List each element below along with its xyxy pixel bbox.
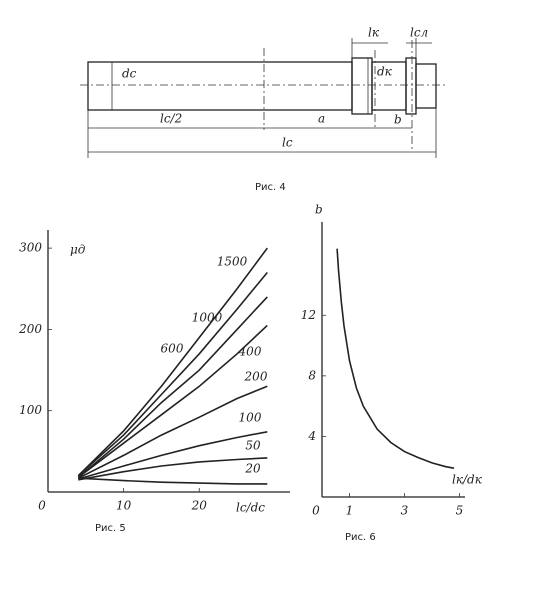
curve-label: 200 — [244, 370, 268, 384]
x-axis-label: lк/dк — [452, 473, 483, 487]
y-tick-label: 12 — [301, 308, 316, 322]
caption: Рис. 4 — [255, 182, 286, 193]
x-tick-label: 3 — [401, 504, 409, 518]
y-tick-label: 8 — [308, 368, 316, 382]
caption: Рис. 5 — [95, 523, 126, 534]
x-tick-label: 5 — [456, 504, 464, 518]
x-tick-label: 10 — [116, 499, 132, 513]
y-tick-label: 100 — [19, 403, 42, 417]
label: lк — [368, 26, 380, 40]
curve — [77, 296, 268, 479]
curve — [77, 271, 268, 477]
curve-label: 20 — [244, 462, 261, 476]
shaft-drawing: dc lc/2 a b lc lк dк lсл Рис. 4 — [80, 26, 445, 193]
x-tick-label: 0 — [38, 499, 46, 513]
label: dc — [122, 67, 137, 81]
shaft-end — [415, 63, 437, 109]
label: lc — [282, 136, 293, 150]
x-tick-label: 20 — [191, 499, 208, 513]
label: dк — [377, 65, 393, 79]
y-tick-label: 200 — [18, 322, 42, 336]
curve-label: 600 — [161, 342, 184, 356]
journal — [351, 57, 373, 115]
curve — [78, 431, 268, 480]
curve — [78, 457, 268, 481]
curve-label: 50 — [245, 439, 261, 453]
curve — [336, 248, 455, 469]
x-tick-label: 0 — [312, 504, 320, 518]
x-tick-label: 1 — [346, 504, 354, 518]
label: lc/2 — [160, 112, 182, 126]
collar — [405, 57, 417, 115]
x-axis-label: lc/dc — [236, 501, 265, 515]
curve — [77, 385, 268, 479]
curve-label: 1000 — [192, 311, 223, 325]
curve-label: 400 — [238, 345, 262, 359]
label: a — [318, 112, 325, 126]
label: b — [394, 113, 402, 127]
y-tick-label: 300 — [19, 241, 42, 255]
curve — [77, 247, 268, 477]
y-axis-label: b — [315, 203, 323, 217]
curve — [77, 324, 268, 479]
curve-label: 1500 — [217, 255, 248, 269]
caption: Рис. 6 — [345, 532, 376, 543]
label: lсл — [410, 26, 428, 40]
y-axis-label: μд — [70, 243, 86, 257]
curve — [78, 477, 268, 485]
y-tick-label: 4 — [307, 429, 316, 443]
curve-label: 100 — [239, 411, 262, 425]
